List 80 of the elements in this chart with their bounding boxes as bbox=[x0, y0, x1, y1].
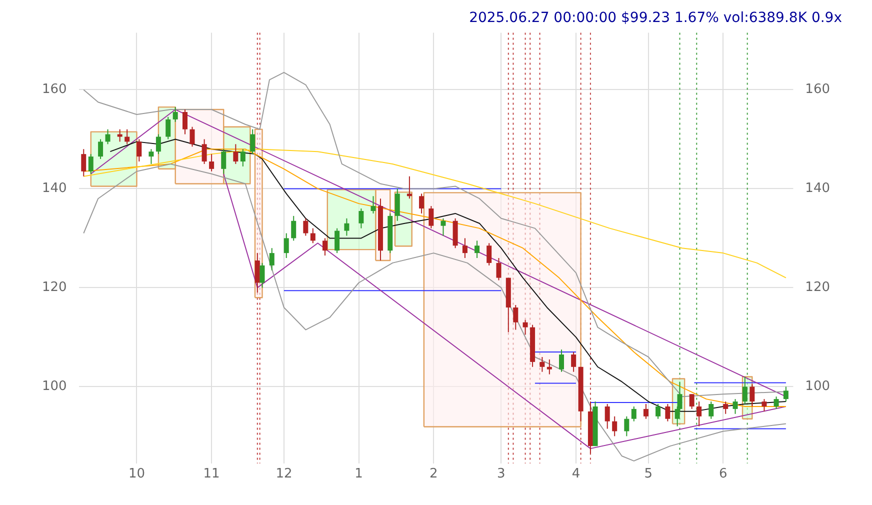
y-tick-label: 120 bbox=[42, 280, 67, 296]
candlestick bbox=[98, 138, 104, 160]
candlestick bbox=[723, 401, 728, 414]
candlestick bbox=[462, 238, 468, 258]
candlestick bbox=[689, 394, 694, 410]
candlestick bbox=[522, 319, 528, 336]
y2-tick-label: 160 bbox=[805, 82, 830, 98]
candlestick bbox=[370, 196, 376, 214]
candlestick bbox=[406, 176, 412, 200]
x-tick-label: 4 bbox=[572, 466, 580, 482]
candlestick bbox=[136, 138, 142, 162]
candlestick bbox=[182, 109, 188, 135]
candlestick bbox=[240, 148, 246, 167]
candlestick bbox=[209, 154, 214, 172]
candlestick bbox=[250, 128, 256, 155]
candlestick bbox=[419, 193, 424, 214]
candlestick bbox=[284, 232, 289, 258]
candlestick bbox=[310, 228, 316, 244]
candlestick bbox=[81, 148, 86, 177]
candlestick bbox=[540, 356, 545, 372]
candlestick bbox=[269, 248, 274, 271]
candlestick bbox=[428, 206, 434, 229]
x-tick-label: 5 bbox=[644, 466, 653, 482]
candlestick bbox=[334, 228, 340, 254]
candlestick bbox=[344, 218, 350, 236]
candlestick bbox=[190, 126, 195, 148]
candlestick bbox=[358, 208, 364, 229]
candlestick bbox=[696, 401, 702, 427]
x-tick-label: 2 bbox=[429, 466, 438, 482]
candlestick bbox=[742, 376, 748, 405]
candlestick bbox=[708, 401, 714, 420]
candlestick bbox=[166, 116, 171, 140]
y2-tick-label: 100 bbox=[805, 379, 830, 394]
candlestick bbox=[486, 242, 492, 266]
x-tick-label: 12 bbox=[276, 466, 292, 482]
x-tick-label: 6 bbox=[719, 466, 728, 482]
candlestick bbox=[394, 188, 400, 222]
candlestick bbox=[221, 148, 226, 174]
y-tick-label: 140 bbox=[42, 181, 67, 196]
y2-tick-label: 140 bbox=[805, 181, 830, 196]
chart-title: 2025.06.27 00:00:00 $99.23 1.67% vol:6389.8K 0.9x bbox=[469, 10, 842, 26]
candlestick bbox=[774, 396, 779, 410]
candlestick bbox=[124, 128, 130, 145]
candlestick bbox=[172, 106, 178, 122]
candlestick bbox=[88, 154, 94, 174]
candlestick bbox=[656, 404, 661, 420]
candlestick bbox=[762, 398, 767, 412]
candlestick bbox=[496, 258, 502, 281]
candlestick bbox=[732, 398, 738, 414]
x-tick-label: 11 bbox=[203, 466, 220, 482]
candlestick bbox=[665, 404, 670, 422]
candlestick bbox=[783, 386, 788, 402]
candlestick bbox=[322, 238, 328, 256]
y2-tick-label: 120 bbox=[805, 280, 830, 296]
candlestick bbox=[612, 416, 618, 437]
candlestick bbox=[202, 138, 207, 164]
candlestick bbox=[254, 252, 260, 294]
candlestick bbox=[546, 358, 552, 375]
candlestick bbox=[750, 384, 755, 407]
y-tick-label: 100 bbox=[42, 379, 67, 394]
candlestick bbox=[624, 416, 630, 437]
candlestick bbox=[303, 218, 308, 236]
candlestick bbox=[631, 406, 636, 422]
candlestick bbox=[643, 404, 648, 420]
candlestick bbox=[260, 262, 265, 288]
candlestick bbox=[291, 215, 296, 242]
candlestick bbox=[604, 404, 610, 430]
candlestick bbox=[156, 134, 161, 155]
x-tick-label: 3 bbox=[497, 466, 506, 482]
candlestick bbox=[148, 148, 154, 164]
candlestick bbox=[559, 349, 564, 372]
candlestick bbox=[440, 218, 446, 236]
x-tick-label: 1 bbox=[354, 466, 363, 482]
candlestick bbox=[105, 128, 110, 145]
x-tick-label: 10 bbox=[128, 466, 146, 482]
candlestick bbox=[513, 304, 518, 330]
candlestick bbox=[474, 240, 480, 258]
y-tick-label: 160 bbox=[42, 82, 67, 98]
candlestick bbox=[571, 352, 576, 372]
candlestick bbox=[233, 144, 238, 164]
